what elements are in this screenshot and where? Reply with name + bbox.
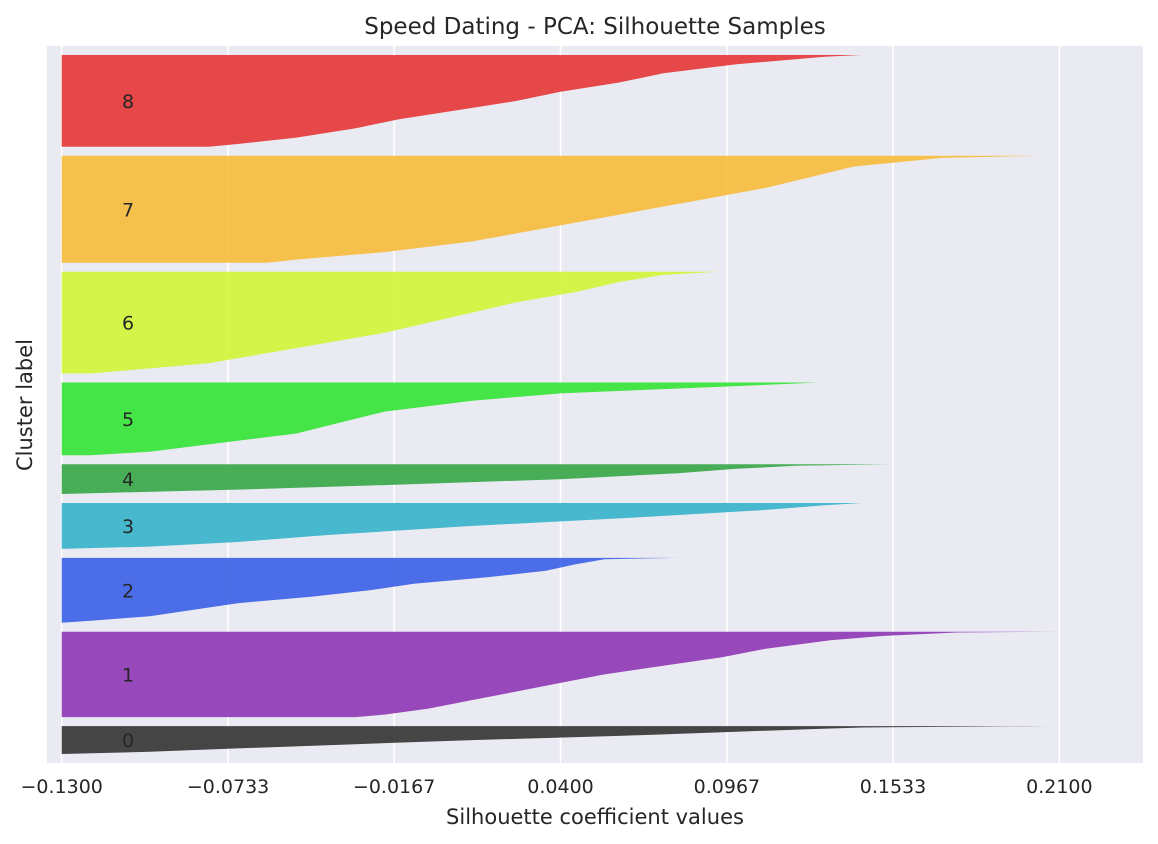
cluster-0-silhouette [61, 726, 1050, 754]
x-tick-label: 0.2100 [1026, 776, 1092, 798]
y-tick-label-cluster-3: 3 [122, 516, 134, 538]
y-tick-label-cluster-2: 2 [122, 580, 134, 602]
y-tick-label-cluster-7: 7 [122, 199, 134, 221]
x-tick-label: 0.1533 [860, 776, 926, 798]
x-axis-label: Silhouette coefficient values [446, 805, 744, 829]
y-tick-label-cluster-8: 8 [122, 91, 134, 113]
cluster-7-silhouette [61, 155, 1041, 263]
cluster-8-silhouette [61, 55, 862, 147]
y-tick-labels: 0 1 2 3 4 5 6 7 8 [122, 91, 134, 752]
x-tick-label: −0.0167 [353, 776, 435, 798]
x-tick-label: −0.0733 [187, 776, 269, 798]
cluster-5-silhouette [61, 382, 819, 456]
cluster-1-silhouette [61, 631, 1060, 718]
chart-title: Speed Dating - PCA: Silhouette Samples [364, 14, 826, 40]
y-tick-label-cluster-4: 4 [122, 469, 134, 491]
x-tick-label: −0.1300 [20, 776, 102, 798]
cluster-6-silhouette [61, 271, 718, 374]
silhouette-bars [61, 55, 1060, 754]
x-tick-label: 0.0400 [527, 776, 593, 798]
y-axis-label: Cluster label [13, 339, 37, 471]
cluster-3-silhouette [61, 503, 862, 549]
y-tick-label-cluster-6: 6 [122, 313, 134, 335]
y-tick-label-cluster-0: 0 [122, 730, 134, 752]
x-tick-label: 0.0967 [694, 776, 760, 798]
cluster-4-silhouette [61, 464, 891, 494]
x-tick-labels: −0.1300 −0.0733 −0.0167 0.0400 0.0967 0.1533 0… [20, 776, 1092, 798]
cluster-2-silhouette [61, 557, 678, 623]
y-tick-label-cluster-1: 1 [122, 664, 134, 686]
y-tick-label-cluster-5: 5 [122, 409, 134, 431]
